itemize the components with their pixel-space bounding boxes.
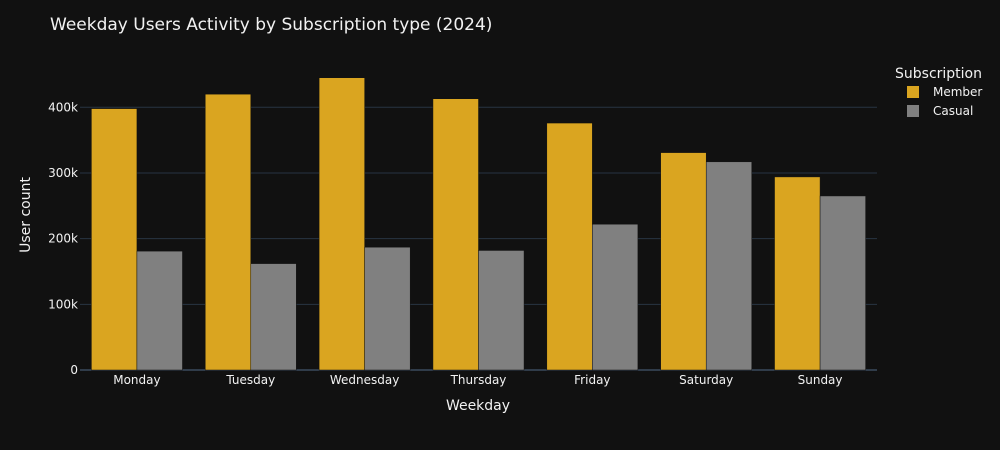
bar-member-thursday[interactable]: [432, 98, 479, 371]
x-tick-label: Saturday: [679, 373, 733, 387]
x-tick-label: Sunday: [798, 373, 843, 387]
legend-label: Member: [933, 85, 982, 99]
legend-swatch: [907, 105, 919, 117]
legend-swatch: [907, 86, 919, 98]
bar-member-wednesday[interactable]: [318, 77, 365, 371]
y-axis-label: User count: [18, 177, 34, 253]
legend-title: Subscription: [895, 66, 982, 82]
bar-member-monday[interactable]: [91, 108, 138, 371]
legend-item-casual[interactable]: Casual: [907, 104, 973, 118]
legend-item-member[interactable]: Member: [907, 85, 982, 99]
x-tick-label: Monday: [113, 373, 160, 387]
legend-label: Casual: [933, 104, 973, 118]
bar-casual-saturday[interactable]: [705, 161, 753, 371]
bar-casual-thursday[interactable]: [478, 250, 525, 371]
y-tick-label: 0: [70, 363, 78, 377]
bar-casual-monday[interactable]: [136, 250, 183, 371]
bars: [91, 77, 866, 371]
y-tick-label: 200k: [48, 232, 78, 246]
x-tick-label: Wednesday: [330, 373, 399, 387]
bar-member-sunday[interactable]: [774, 176, 821, 371]
chart-title: Weekday Users Activity by Subscription t…: [50, 15, 492, 35]
bar-member-tuesday[interactable]: [204, 93, 252, 371]
bar-casual-tuesday[interactable]: [250, 263, 297, 371]
bar-member-saturday[interactable]: [660, 152, 707, 371]
x-axis-ticks: Monday Tuesday Wednesday Thursday Friday Satu…: [113, 373, 842, 387]
x-axis-label: Weekday: [446, 398, 510, 414]
bar-casual-sunday[interactable]: [819, 195, 866, 371]
bar-casual-friday[interactable]: [592, 223, 639, 371]
x-tick-label: Thursday: [450, 373, 507, 387]
x-tick-label: Tuesday: [225, 373, 275, 387]
bar-member-friday[interactable]: [546, 122, 593, 371]
y-axis-ticks: 0 100k 200k 300k 400k: [48, 100, 78, 377]
y-tick-label: 400k: [48, 100, 78, 114]
legend[interactable]: Subscription Member Casual: [895, 66, 982, 118]
bar-casual-wednesday[interactable]: [364, 246, 411, 371]
y-tick-label: 100k: [48, 297, 78, 311]
x-tick-label: Friday: [574, 373, 610, 387]
y-tick-label: 300k: [48, 166, 78, 180]
